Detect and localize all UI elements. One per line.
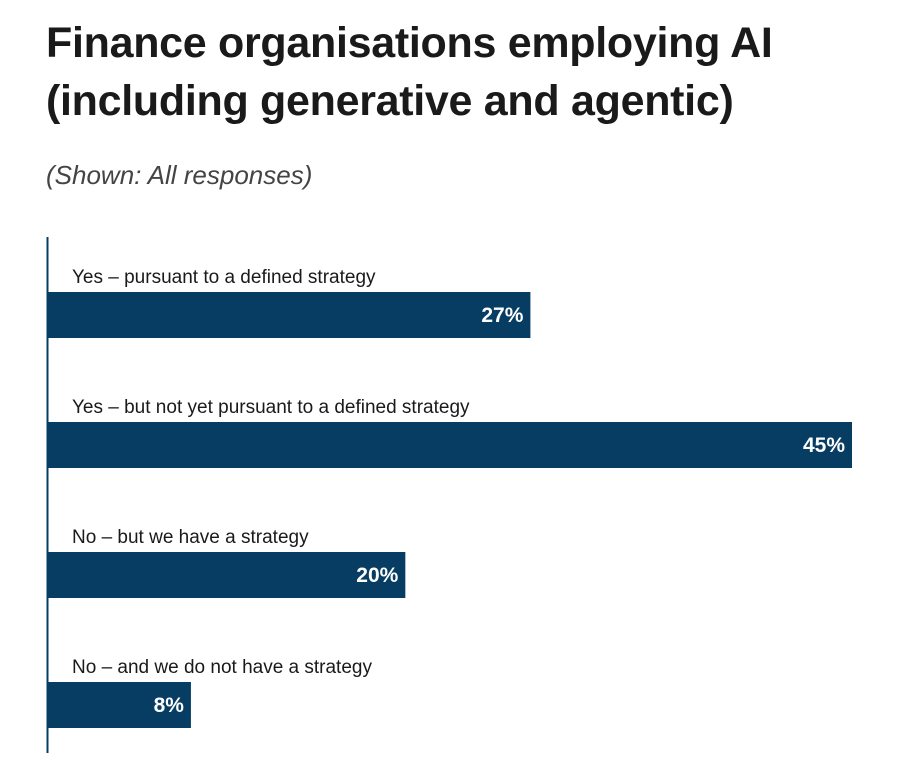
category-label: No – and we do not have a strategy [72, 657, 372, 678]
category-label: No – but we have a strategy [72, 527, 309, 548]
value-label: 27% [481, 304, 523, 327]
category-label: Yes – but not yet pursuant to a defined … [72, 397, 470, 418]
bar [48, 422, 852, 468]
chart-title: Finance organisations employing AI (incl… [46, 19, 773, 125]
bar [48, 682, 191, 728]
value-label: 20% [356, 564, 398, 587]
bar [48, 552, 406, 598]
chart-subtitle: (Shown: All responses) [46, 160, 313, 190]
bar [48, 292, 531, 338]
value-label: 45% [803, 434, 845, 457]
bars-layer: Yes – pursuant to a defined strategy 27% Y… [48, 267, 852, 728]
category-label: Yes – pursuant to a defined strategy [72, 267, 376, 288]
value-label: 8% [154, 694, 185, 717]
